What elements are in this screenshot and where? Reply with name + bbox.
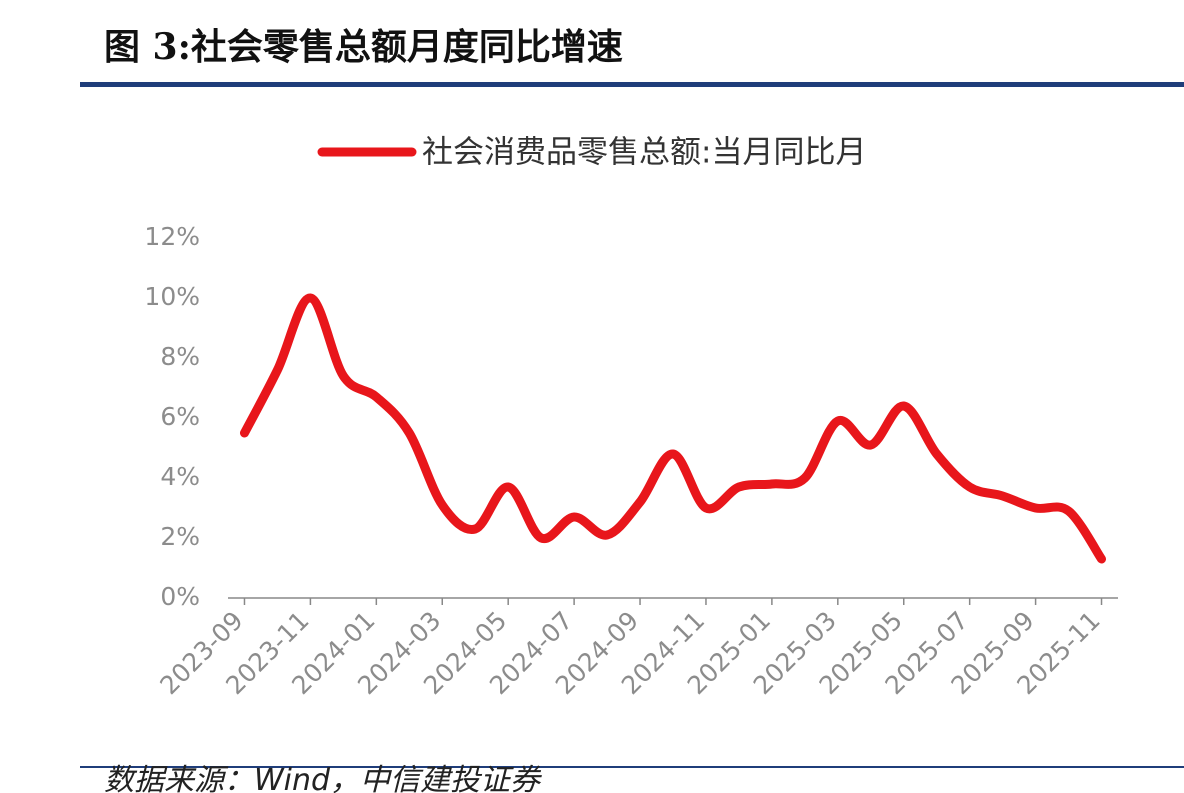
y-tick-label: 6% — [160, 402, 200, 431]
y-tick-label: 0% — [160, 582, 200, 611]
y-tick-label: 4% — [160, 462, 200, 491]
y-tick-label: 8% — [160, 342, 200, 371]
y-tick-label: 10% — [144, 282, 200, 311]
figure-title: 图 3:社会零售总额月度同比增速 — [104, 26, 623, 68]
legend-label: 社会消费品零售总额:当月同比月 — [422, 135, 866, 171]
source-text: 数据来源：Wind，中信建投证券 — [104, 763, 542, 793]
y-tick-label: 2% — [160, 522, 200, 551]
source-rule — [80, 766, 1184, 768]
y-tick-label: 12% — [144, 222, 200, 251]
title-rule — [80, 82, 1184, 87]
series-line — [239, 293, 1107, 564]
